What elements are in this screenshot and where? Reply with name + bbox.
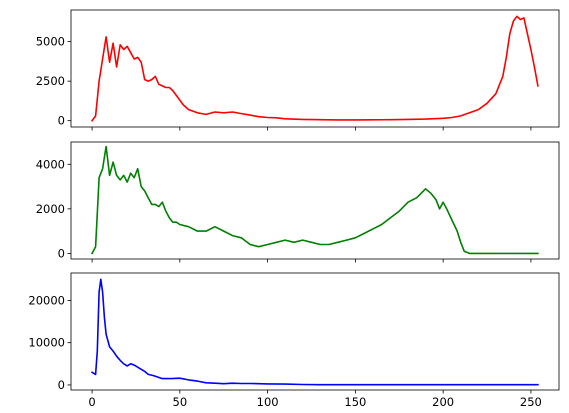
y-tick-label: 10000 <box>28 336 65 350</box>
blue-series-line <box>91 278 539 386</box>
y-tick-label: 4000 <box>36 157 65 171</box>
x-tick-label: 250 <box>520 395 542 409</box>
green-axes-frame <box>70 141 560 260</box>
x-tick-label: 0 <box>88 395 95 409</box>
y-tick-label: 5000 <box>36 35 65 49</box>
blue-channel-panel: 0 50 100 150 200 250 0 10000 20000 <box>28 272 560 409</box>
y-tick-label: 0 <box>58 378 65 392</box>
red-channel-panel: 0 2500 5000 <box>36 9 560 131</box>
x-tick-label: 150 <box>344 395 366 409</box>
x-tick-label: 200 <box>432 395 454 409</box>
y-tick-label: 20000 <box>28 293 65 307</box>
y-tick-label: 2000 <box>36 202 65 216</box>
x-tick-label: 50 <box>173 395 188 409</box>
y-tick-label: 0 <box>58 246 65 260</box>
red-series-line <box>90 15 539 122</box>
red-axes-frame <box>70 9 560 128</box>
green-channel-panel: 0 2000 4000 <box>36 141 560 263</box>
y-tick-label: 0 <box>58 114 65 128</box>
green-series-line <box>91 145 539 255</box>
blue-axes-frame <box>70 272 560 391</box>
y-tick-label: 2500 <box>36 74 65 88</box>
x-tick-label: 100 <box>257 395 279 409</box>
